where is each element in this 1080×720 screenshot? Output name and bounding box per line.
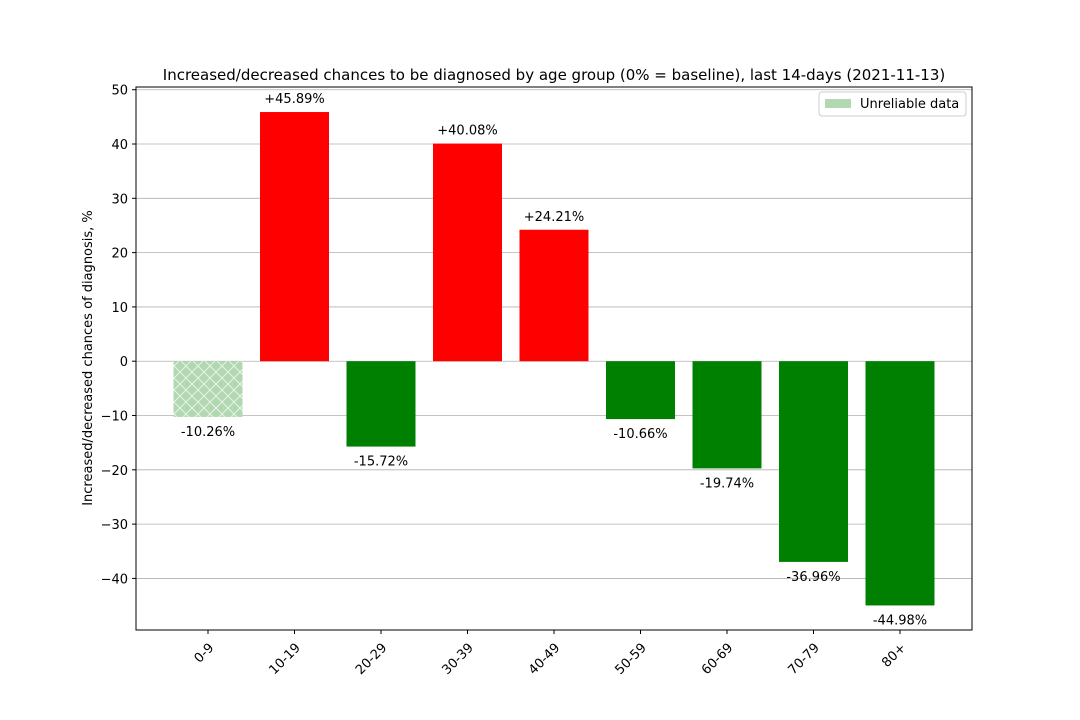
legend-box [818, 91, 967, 117]
x-tick-label: 30-39 [439, 641, 476, 678]
x-ticks: 0-9 10-19 20-29 30-39 40-49 50-59 60-69 70-79 80… [192, 630, 909, 678]
y-axis-label: Increased/decreased chances of diagnosis… [81, 210, 96, 506]
bar-hatch [173, 361, 243, 417]
y-tick-label: 50 [111, 84, 128, 99]
bar-60-69 [692, 361, 762, 469]
y-tick-label: −20 [101, 464, 128, 479]
bar-80+ [865, 361, 935, 606]
x-tick-label: 70-79 [785, 641, 822, 678]
bar-20-29 [346, 361, 416, 447]
y-ticks: −40 −30 −20 −10 0 10 20 30 40 50 [101, 84, 136, 587]
y-tick-label: 20 [111, 247, 128, 262]
chart-title: Increased/decreased chances to be diagno… [163, 66, 945, 84]
y-tick-label: 10 [111, 301, 128, 316]
data-label: -10.66% [613, 427, 667, 442]
data-label: -19.74% [700, 476, 754, 491]
x-tick-label: 20-29 [353, 641, 390, 678]
y-tick-label: −30 [101, 518, 128, 533]
bar-10-19 [260, 112, 329, 362]
x-tick-label: 80+ [879, 641, 909, 671]
data-label: -10.26% [181, 425, 235, 440]
x-tick-label: 10-19 [266, 641, 303, 678]
y-tick-label: 40 [111, 138, 128, 153]
data-label: -15.72% [354, 455, 408, 470]
data-label: -36.96% [786, 570, 840, 585]
data-label: +45.89% [264, 92, 324, 107]
bar-40-49 [519, 229, 589, 362]
data-label: +40.08% [437, 124, 497, 139]
data-label: +24.21% [524, 210, 584, 225]
y-tick-label: −10 [101, 410, 128, 425]
y-tick-label: 30 [111, 192, 128, 207]
x-tick-label: 50-59 [612, 641, 649, 678]
bar-50-59 [606, 361, 675, 420]
y-tick-label: 0 [120, 355, 128, 370]
data-labels: -10.26% +45.89% -15.72% +40.08% +24.21% -10.6… [181, 92, 927, 628]
y-tick-label: −40 [101, 572, 128, 587]
legend: Unreliable data [818, 91, 967, 117]
bar-30-39 [433, 143, 502, 362]
x-tick-label: 40-49 [526, 641, 563, 678]
legend-swatch-unreliable [825, 99, 851, 108]
bars [173, 112, 935, 606]
x-tick-label: 0-9 [192, 641, 218, 667]
x-tick-label: 60-69 [699, 641, 736, 678]
plot-frame [135, 86, 973, 631]
bar-70-79 [779, 361, 848, 562]
data-label: -44.98% [873, 613, 927, 628]
legend-entry-unreliable: Unreliable data [860, 97, 959, 112]
